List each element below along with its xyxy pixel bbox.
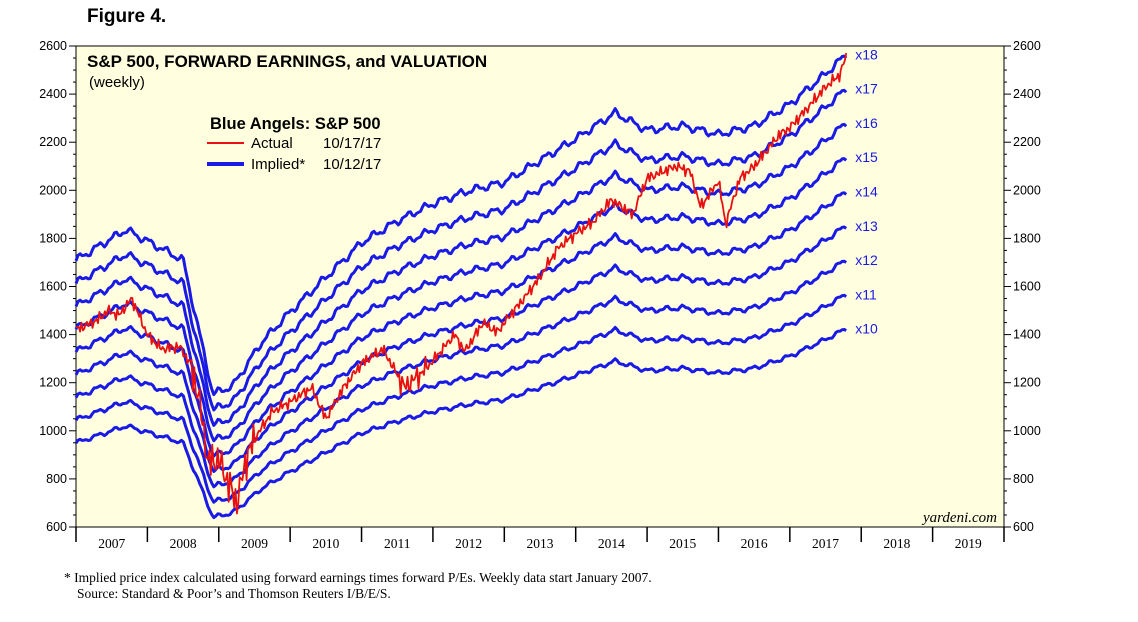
- series-layer: x18 x17 x16 x15 x14 x13 x12 x11 x10: [74, 46, 878, 520]
- y-tick-label-left: 800: [46, 472, 67, 486]
- series-label-x12: x12: [855, 252, 878, 268]
- x-tick-label: 2013: [527, 536, 554, 551]
- y-tick-label-left: 2400: [39, 87, 67, 101]
- implied-line-x16: [74, 122, 848, 427]
- footnote: * Implied price index calculated using f…: [64, 570, 652, 602]
- series-label-x11: x11: [855, 286, 877, 302]
- y-tick-label-left: 1400: [39, 328, 67, 342]
- footnote-line-2: Source: Standard & Poor’s and Thomson Re…: [77, 586, 391, 601]
- x-tick-label: 2010: [312, 536, 339, 551]
- legend: Blue Angels: S&P 500 Actual 10/17/17 Imp…: [207, 115, 381, 173]
- y-tick-label-left: 600: [46, 520, 67, 534]
- y-tick-label-right: 2400: [1013, 87, 1041, 101]
- series-label-x15: x15: [855, 149, 878, 165]
- y-tick-label-right: 2600: [1013, 39, 1041, 53]
- y-tick-label-left: 2200: [39, 135, 67, 149]
- chart-title: S&P 500, FORWARD EARNINGS, and VALUATION: [87, 52, 487, 71]
- y-tick-label-right: 2000: [1013, 183, 1041, 197]
- y-tick-label-right: 600: [1013, 520, 1034, 534]
- y-tick-label-right: 1800: [1013, 231, 1041, 245]
- implied-line-x18: [74, 54, 848, 397]
- y-tick-label-left: 1000: [39, 424, 67, 438]
- x-tick-label: 2007: [98, 536, 125, 551]
- y-tick-label-left: 2000: [39, 183, 67, 197]
- x-tick-label: 2011: [384, 536, 411, 551]
- series-label-x13: x13: [855, 218, 878, 234]
- series-label-x10: x10: [855, 321, 878, 337]
- implied-line-x15: [74, 157, 848, 443]
- axes: 600 600 800 800 1000 1000 1200 1200 1400 1400 1600…: [39, 39, 1041, 551]
- x-tick-label: 2018: [883, 536, 910, 551]
- x-tick-label: 2017: [812, 536, 839, 551]
- series-label-x17: x17: [855, 81, 878, 97]
- y-tick-label-left: 1800: [39, 231, 67, 245]
- implied-line-x17: [74, 88, 848, 412]
- y-tick-label-right: 1000: [1013, 424, 1041, 438]
- x-tick-label: 2014: [598, 536, 625, 551]
- y-tick-label-right: 2200: [1013, 135, 1041, 149]
- implied-line-x12: [74, 259, 848, 489]
- x-tick-label: 2012: [455, 536, 482, 551]
- chart-subtitle: (weekly): [89, 74, 145, 91]
- x-tick-label: 2016: [741, 536, 768, 551]
- x-tick-label: 2008: [170, 536, 197, 551]
- y-tick-label-left: 1600: [39, 280, 67, 294]
- x-tick-label: 2009: [241, 536, 268, 551]
- legend-label-actual: Actual: [251, 135, 293, 152]
- actual-line: [75, 52, 848, 515]
- implied-line-x10: [74, 328, 847, 520]
- series-label-x14: x14: [855, 184, 878, 200]
- x-tick-label: 2015: [669, 536, 696, 551]
- series-label-x18: x18: [855, 46, 878, 62]
- y-tick-label-right: 1600: [1013, 280, 1041, 294]
- legend-date-implied: 10/12/17: [323, 156, 381, 173]
- legend-label-implied: Implied*: [251, 156, 305, 173]
- y-tick-label-left: 2600: [39, 39, 67, 53]
- y-tick-label-right: 1400: [1013, 328, 1041, 342]
- series-label-x16: x16: [855, 115, 878, 131]
- figure-label: Figure 4.: [87, 6, 167, 27]
- y-tick-label-left: 1200: [39, 376, 67, 390]
- legend-title: Blue Angels: S&P 500: [210, 115, 381, 133]
- x-tick-label: 2019: [955, 536, 982, 551]
- legend-date-actual: 10/17/17: [323, 135, 381, 152]
- footnote-line-1: * Implied price index calculated using f…: [64, 570, 652, 585]
- y-tick-label-right: 1200: [1013, 376, 1041, 390]
- y-tick-label-right: 800: [1013, 472, 1034, 486]
- watermark: yardeni.com: [921, 510, 997, 526]
- implied-line-x11: [74, 293, 848, 504]
